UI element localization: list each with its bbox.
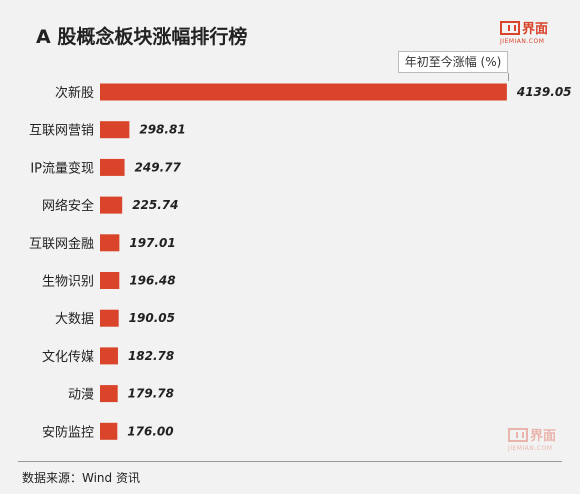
value-label: 197.01 — [129, 236, 175, 250]
bar — [100, 385, 118, 403]
value-label: 225.74 — [132, 198, 178, 212]
bar — [100, 347, 118, 365]
value-label: 176.00 — [127, 424, 173, 438]
bar — [100, 121, 130, 139]
category-label: IP流量变现 — [30, 160, 94, 176]
logo-name: 界面 — [522, 22, 549, 37]
category-label: 文化传媒 — [42, 350, 94, 365]
legend: 年初至今涨幅 (%) — [398, 51, 508, 73]
category-label: 次新股 — [55, 85, 94, 101]
category-label: 网络安全 — [42, 198, 94, 214]
value-label: 196.48 — [129, 274, 175, 288]
logo-icon — [500, 20, 520, 35]
value-label: 249.77 — [135, 160, 182, 174]
value-label: 182.78 — [128, 349, 174, 363]
category-label: 生物识别 — [42, 275, 94, 290]
category-label: 大数据 — [55, 312, 94, 327]
bar — [100, 83, 507, 101]
category-label: 互联网金融 — [29, 236, 94, 252]
category-label: 安防监控 — [42, 424, 94, 440]
bar — [100, 309, 119, 327]
watermark-logo: 界面 JIEMIAN.COM — [508, 425, 570, 453]
bar — [100, 234, 120, 252]
bar — [100, 272, 120, 289]
footer-divider — [18, 461, 562, 462]
value-label: 179.78 — [128, 387, 174, 401]
bar — [100, 196, 123, 214]
category-label: 互联网营销 — [29, 124, 94, 139]
bar — [100, 158, 125, 176]
chart-title: A 股概念板块涨幅排行榜 — [36, 26, 248, 48]
watermark-name: 界面 — [530, 429, 557, 444]
bar — [100, 422, 118, 440]
value-label: 4139.05 — [516, 85, 572, 99]
source-note: 数据来源：Wind 资讯 — [22, 471, 140, 485]
category-label: 动漫 — [68, 388, 94, 403]
jiemian-logo: 界面 JIEMIAN.COM — [500, 18, 562, 46]
legend-pointer — [500, 73, 509, 81]
logo-subtitle: JIEMIAN.COM — [500, 38, 545, 45]
watermark-subtitle: JIEMIAN.COM — [508, 445, 553, 452]
value-label: 190.05 — [129, 311, 175, 325]
value-label: 298.81 — [139, 123, 185, 137]
watermark-icon — [508, 427, 528, 442]
